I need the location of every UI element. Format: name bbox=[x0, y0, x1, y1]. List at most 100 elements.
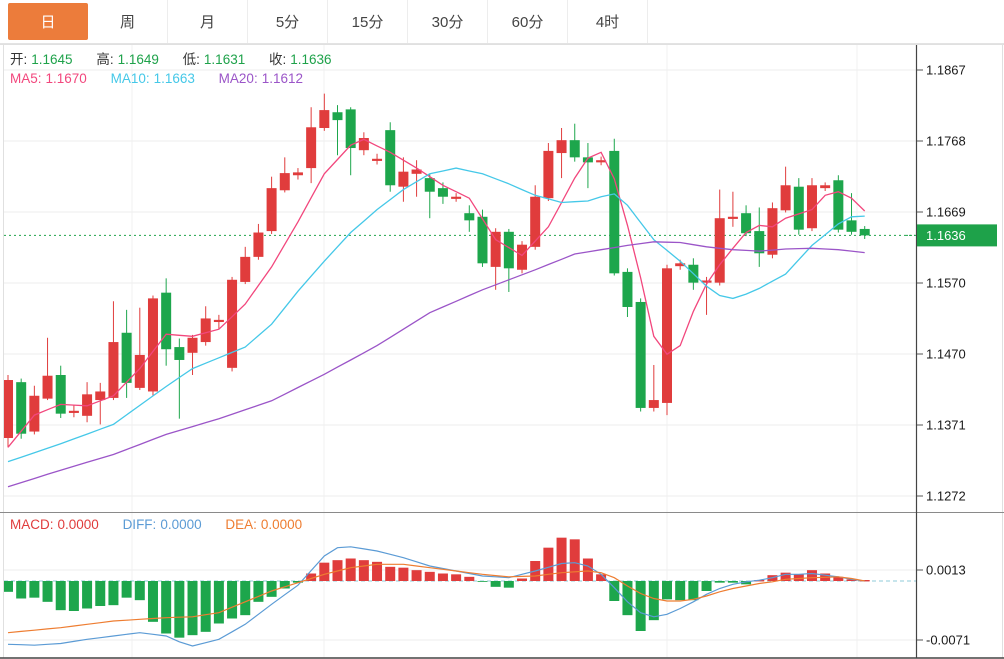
ma10-value: 1.1663 bbox=[153, 71, 195, 86]
high-label: 高: bbox=[96, 52, 114, 67]
price-axis-label: 1.1570 bbox=[926, 276, 966, 291]
macd-bar-negative bbox=[108, 581, 119, 606]
price-axis-label: 1.1470 bbox=[926, 347, 966, 362]
candle-bullish bbox=[108, 342, 119, 398]
candle-bullish bbox=[662, 268, 672, 403]
price-axis-label: 1.1371 bbox=[926, 418, 966, 433]
candle-bearish bbox=[741, 213, 752, 234]
close-label: 收: bbox=[268, 52, 287, 67]
candle-bullish bbox=[187, 337, 198, 353]
macd-bar-positive bbox=[543, 547, 554, 581]
macd-bar-positive bbox=[517, 578, 528, 581]
candle-bullish bbox=[490, 231, 501, 267]
macd-bar-negative bbox=[55, 581, 66, 611]
macd-bar-positive bbox=[358, 560, 369, 581]
macd-bar-negative bbox=[134, 581, 145, 601]
candle-bullish bbox=[240, 256, 251, 282]
price-axis-label: 1.1867 bbox=[926, 63, 966, 78]
tab-timeframe-0[interactable]: 日 bbox=[8, 3, 88, 40]
candle-bullish bbox=[820, 185, 831, 189]
candle-bullish bbox=[200, 318, 211, 343]
macd-value: 0.0000 bbox=[57, 517, 99, 532]
macd-bar-negative bbox=[622, 581, 633, 616]
price-axis-label: 1.1669 bbox=[926, 205, 966, 220]
macd-bar-positive bbox=[385, 566, 396, 581]
tab-timeframe-4[interactable]: 15分 bbox=[328, 0, 408, 43]
macd-bar-positive bbox=[372, 561, 383, 581]
candle-bullish bbox=[227, 279, 238, 368]
macd-bar-positive bbox=[596, 574, 607, 581]
candle-bearish bbox=[793, 186, 804, 230]
macd-bar-negative bbox=[82, 581, 93, 609]
candle-bullish bbox=[806, 185, 817, 229]
macd-bar-positive bbox=[424, 571, 435, 581]
candle-bullish bbox=[134, 354, 145, 388]
ma5-label: MA5: bbox=[10, 71, 42, 86]
candle-bearish bbox=[582, 157, 593, 163]
tab-timeframe-1[interactable]: 周 bbox=[88, 0, 168, 43]
candle-bearish bbox=[424, 178, 435, 192]
candle-bullish bbox=[714, 218, 725, 283]
macd-bar-positive bbox=[582, 558, 593, 581]
diff-label: DIFF: bbox=[122, 517, 157, 532]
candle-bullish bbox=[530, 196, 541, 247]
macd-axis-label: 0.0013 bbox=[926, 563, 966, 578]
candle-bullish bbox=[292, 172, 303, 176]
macd-bar-negative bbox=[727, 581, 738, 583]
candle-bullish bbox=[68, 410, 79, 413]
candle-bullish bbox=[319, 110, 330, 128]
macd-bar-negative bbox=[29, 581, 40, 598]
candle-bullish bbox=[451, 196, 462, 199]
candle-bearish bbox=[345, 109, 356, 149]
candle-bullish bbox=[29, 395, 40, 432]
candle-bearish bbox=[121, 332, 132, 383]
macd-bar-negative bbox=[662, 581, 672, 600]
price-axis-label: 1.1272 bbox=[926, 489, 966, 504]
candle-bullish bbox=[767, 208, 778, 255]
tab-timeframe-6[interactable]: 60分 bbox=[488, 0, 568, 43]
tab-timeframe-7[interactable]: 4时 bbox=[568, 0, 648, 43]
candle-bullish bbox=[213, 319, 224, 323]
macd-bar-positive bbox=[464, 576, 475, 581]
macd-bar-negative bbox=[95, 581, 106, 606]
dea-line bbox=[7, 563, 865, 634]
candle-bearish bbox=[464, 213, 475, 221]
low-value: 1.1631 bbox=[203, 52, 246, 67]
candle-bullish bbox=[266, 188, 277, 232]
macd-bar-negative bbox=[121, 581, 132, 598]
macd-bar-negative bbox=[42, 581, 53, 602]
macd-legend: MACD: 0.0000 DIFF: 0.0000 DEA: 0.0000 bbox=[10, 517, 306, 532]
high-value: 1.1649 bbox=[117, 52, 159, 67]
candle-bearish bbox=[385, 130, 396, 186]
macd-bar-negative bbox=[490, 581, 501, 587]
candle-bearish bbox=[569, 140, 580, 158]
candle-bearish bbox=[16, 382, 27, 434]
candle-bullish bbox=[306, 127, 317, 169]
tab-timeframe-3[interactable]: 5分 bbox=[248, 0, 328, 43]
candle-bearish bbox=[55, 375, 66, 414]
macd-bar-negative bbox=[292, 581, 303, 583]
candle-bullish bbox=[372, 158, 383, 161]
candle-bearish bbox=[846, 220, 857, 232]
macd-bar-positive bbox=[556, 537, 567, 581]
chart-area[interactable]: 1.1867 1.1768 1.1669 1.1570 1.1470 1.1371 1.12… bbox=[0, 44, 1004, 659]
candle-bearish bbox=[833, 180, 844, 230]
candle-bullish bbox=[398, 171, 409, 187]
macd-bar-negative bbox=[609, 581, 620, 601]
macd-bar-negative bbox=[688, 581, 699, 601]
macd-bar-negative bbox=[477, 581, 488, 582]
candle-bullish bbox=[42, 375, 53, 399]
candle-bullish bbox=[727, 216, 738, 219]
tab-timeframe-5[interactable]: 30分 bbox=[408, 0, 488, 43]
tab-timeframe-2[interactable]: 月 bbox=[168, 0, 248, 43]
candle-bullish bbox=[3, 380, 13, 439]
ma20-line bbox=[7, 241, 865, 488]
macd-bar-negative bbox=[68, 581, 79, 611]
chart-canvas[interactable]: 1.1867 1.1768 1.1669 1.1570 1.1470 1.1371 1.12… bbox=[0, 44, 1004, 659]
candle-bearish bbox=[635, 301, 646, 408]
macd-bar-positive bbox=[793, 574, 804, 581]
macd-bar-negative bbox=[503, 581, 514, 588]
candle-bullish bbox=[253, 232, 264, 257]
candle-bullish bbox=[411, 169, 422, 174]
